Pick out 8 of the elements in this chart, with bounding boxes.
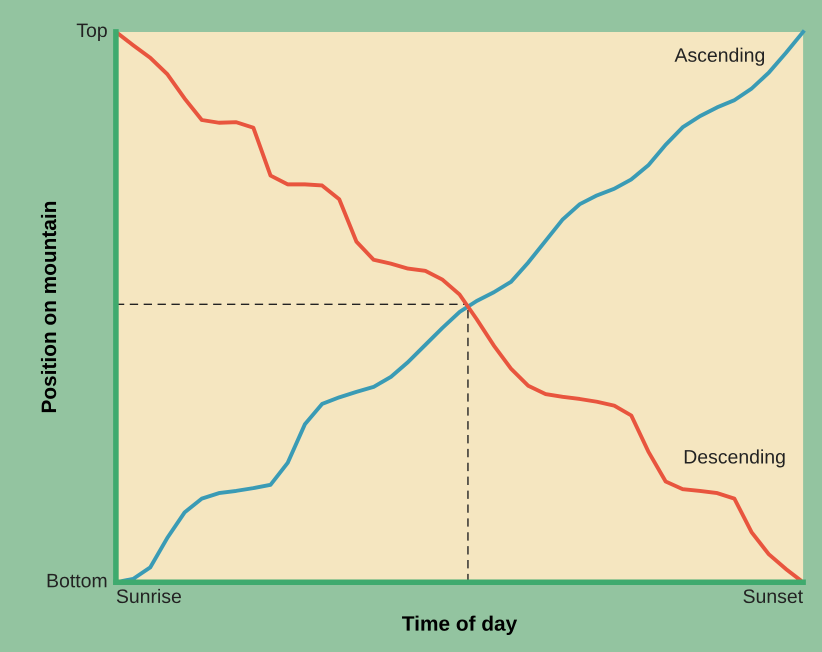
text: Top bbox=[76, 24, 107, 42]
text: Sunset bbox=[743, 589, 803, 604]
x-axis-title: Time of day bbox=[402, 616, 518, 635]
text: Bottom bbox=[48, 574, 106, 588]
text: Sunrise bbox=[116, 588, 181, 604]
series-label: Descending bbox=[684, 449, 785, 468]
series-label: Ascending bbox=[674, 48, 764, 66]
y-axis-title: Position on mountain bbox=[40, 202, 56, 412]
